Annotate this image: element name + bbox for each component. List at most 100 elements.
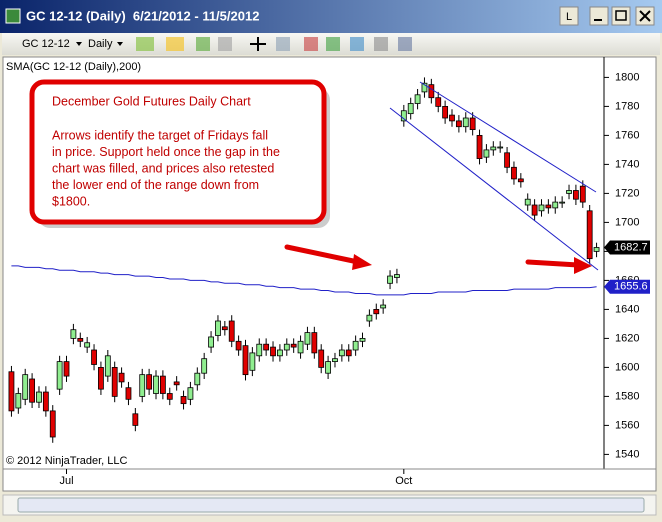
candle-body <box>435 97 442 107</box>
candle-body <box>180 395 187 405</box>
y-tick-label: 1720 <box>615 187 639 199</box>
title-bar <box>0 0 662 33</box>
candle-body <box>311 332 318 354</box>
candle-body <box>104 355 111 377</box>
toolbar-icons[interactable] <box>136 37 412 51</box>
annotation-line: chart was filled, and prices also retest… <box>52 161 274 175</box>
candle-body <box>270 346 276 357</box>
instrument-selector[interactable]: GC 12-12 <box>22 38 70 50</box>
crosshair-icon[interactable] <box>250 37 266 51</box>
link-button[interactable] <box>559 6 579 26</box>
properties-icon[interactable] <box>276 37 290 51</box>
candle-body <box>338 349 345 357</box>
candle-body <box>215 320 221 336</box>
candle-body <box>297 340 304 354</box>
bar-type-icon[interactable] <box>136 37 154 51</box>
candle-body <box>235 340 242 351</box>
candle-body <box>469 117 476 130</box>
candle-body <box>566 190 572 194</box>
scroll-thumb[interactable] <box>17 497 645 513</box>
strategy-icon[interactable] <box>326 37 340 51</box>
candle-body <box>455 120 462 128</box>
candle-body <box>63 361 70 377</box>
window-buttons[interactable]: L <box>559 6 655 26</box>
candle-body <box>573 190 579 200</box>
candle-body <box>538 204 545 212</box>
candle-body <box>304 332 311 345</box>
candle-body <box>153 375 159 394</box>
link-glyph: L <box>566 11 572 23</box>
last-price-tag: 1682.7 <box>614 241 648 253</box>
y-tick-label: 1580 <box>615 390 639 402</box>
zoom-in-icon[interactable] <box>196 37 210 51</box>
template-icon[interactable] <box>374 37 388 51</box>
zoom-out-icon[interactable] <box>218 37 232 51</box>
candle-body <box>559 201 566 204</box>
y-tick-label: 1600 <box>615 361 639 373</box>
candle-body <box>56 361 63 390</box>
candle-body <box>166 393 173 400</box>
candle-body <box>111 366 118 397</box>
candle-body <box>263 343 270 351</box>
candle-body <box>242 345 249 376</box>
minimize-button[interactable] <box>589 6 609 26</box>
candle-body <box>91 349 97 365</box>
app-icon <box>5 8 21 24</box>
y-tick-label: 1560 <box>615 419 639 431</box>
candle-body <box>146 374 153 390</box>
candle-body <box>511 166 517 180</box>
annotation-line: in price. Support held once the gap in t… <box>52 145 280 159</box>
maximize-glyph <box>615 10 627 21</box>
annotation-line: $1800. <box>52 194 90 208</box>
candle-body <box>387 275 393 284</box>
arrow <box>525 257 592 274</box>
candle-body <box>373 308 380 315</box>
candle-body <box>290 343 297 348</box>
candle-body <box>332 358 338 363</box>
candle-body <box>345 349 352 357</box>
candle-body <box>517 178 524 183</box>
arrow <box>284 244 372 270</box>
y-tick-label: 1640 <box>615 303 639 315</box>
x-tick-label: Oct <box>395 475 412 487</box>
candle-body <box>221 326 228 331</box>
indicator-icon[interactable] <box>304 37 318 51</box>
candle-body <box>36 391 42 403</box>
annotation-line: the lower end of the range down from <box>52 178 259 192</box>
candle-body <box>414 94 421 104</box>
candle-body <box>462 117 469 128</box>
y-tick-label: 1760 <box>615 129 639 141</box>
candle-body <box>139 374 146 397</box>
candle-body <box>277 349 283 357</box>
candle-body <box>173 381 180 386</box>
candle-body <box>208 336 214 348</box>
data-box-icon[interactable] <box>350 37 364 51</box>
candle-body <box>483 149 490 158</box>
candle-body <box>132 413 139 426</box>
candle-body <box>586 210 593 260</box>
copyright: © 2012 NinjaTrader, LLC <box>6 455 127 467</box>
annotation-title: December Gold Futures Daily Chart <box>52 94 251 108</box>
candle-body <box>407 103 414 115</box>
candle-body <box>29 378 35 403</box>
candle-body <box>442 106 449 119</box>
candle-body <box>593 247 600 252</box>
period-selector[interactable]: Daily <box>88 38 113 50</box>
channel-line <box>419 81 597 193</box>
candle-body <box>476 134 483 159</box>
candle-body <box>504 152 510 168</box>
candle-body <box>380 304 387 309</box>
last-price-tag-bg <box>604 240 650 255</box>
maximize-button[interactable] <box>611 6 631 26</box>
candle-body <box>159 375 166 394</box>
draw-tool-icon[interactable] <box>166 37 184 51</box>
candle-body <box>359 337 366 342</box>
dropdown-arrow <box>76 42 82 46</box>
candle-body <box>228 320 235 342</box>
y-tick-label: 1700 <box>615 216 639 228</box>
candle-body <box>15 393 22 409</box>
candle-body <box>325 361 331 374</box>
annotation-line: Arrows identify the target of Fridays fa… <box>52 128 268 142</box>
chart-properties-icon[interactable] <box>398 37 412 51</box>
